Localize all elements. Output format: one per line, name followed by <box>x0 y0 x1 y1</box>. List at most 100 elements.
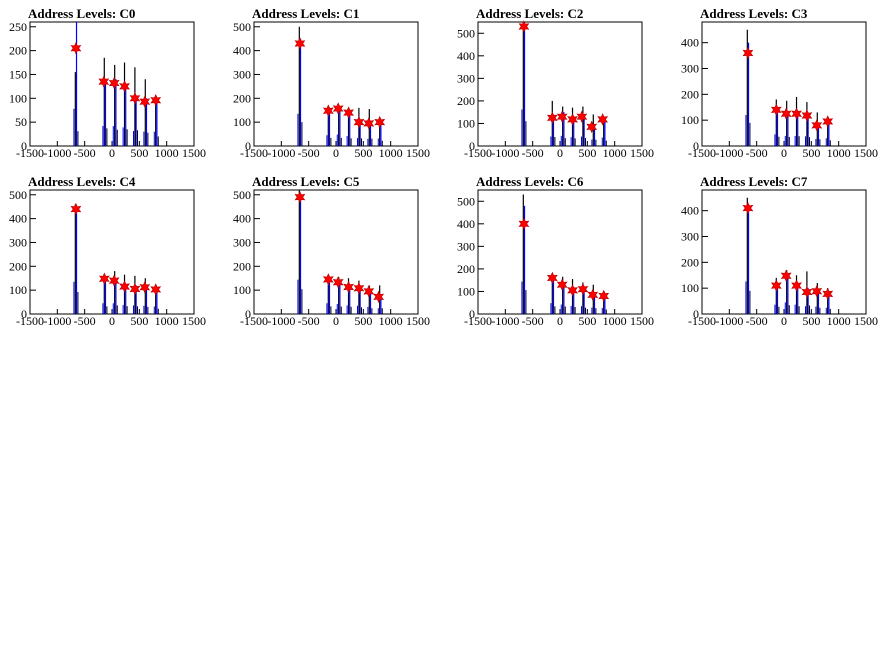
x-tick-label: -1000 <box>491 146 519 160</box>
y-tick-label: 100 <box>681 281 699 295</box>
x-tick-label: -1500 <box>16 314 44 328</box>
peak-marker <box>294 37 306 50</box>
chart-title: Address Levels: C7 <box>700 174 808 189</box>
peak-marker <box>576 110 588 123</box>
x-tick-label: 0 <box>781 146 787 160</box>
x-tick-label: -1000 <box>491 314 519 328</box>
chart-title: Address Levels: C5 <box>252 174 360 189</box>
x-tick-label: 1500 <box>854 146 878 160</box>
peak-marker <box>108 76 120 90</box>
y-tick-label: 200 <box>457 94 475 108</box>
x-tick-label: -500 <box>74 146 96 160</box>
x-tick-label: -1500 <box>240 146 268 160</box>
y-tick-label: 0 <box>245 139 251 153</box>
peak-marker <box>770 279 782 292</box>
x-tick-label: -1500 <box>16 146 44 160</box>
y-tick-label: 300 <box>457 71 475 85</box>
y-tick-label: 0 <box>21 139 27 153</box>
x-tick-label: -500 <box>746 314 768 328</box>
plot-frame <box>701 189 867 315</box>
peak-marker <box>332 276 344 289</box>
x-tick-label: 0 <box>557 146 563 160</box>
x-tick-label: 1000 <box>827 314 851 328</box>
x-tick-label: -1000 <box>43 146 71 160</box>
y-tick-label: 400 <box>681 204 699 218</box>
peak-marker <box>791 279 802 292</box>
peak-marker <box>587 288 599 302</box>
y-tick-label: 250 <box>9 20 27 34</box>
y-tick-label: 200 <box>233 259 251 273</box>
y-tick-label: 200 <box>457 262 475 276</box>
x-tick-label: 500 <box>578 146 596 160</box>
x-tick-label: 500 <box>578 314 596 328</box>
x-tick-label: 500 <box>354 314 372 328</box>
y-tick-label: 150 <box>9 67 27 81</box>
peak-marker <box>822 115 834 128</box>
peak-marker <box>374 115 386 129</box>
x-tick-label: 1500 <box>406 314 430 328</box>
y-tick-label: 0 <box>693 139 699 153</box>
peak-marker <box>119 280 130 293</box>
y-tick-label: 500 <box>233 188 251 202</box>
y-tick-label: 100 <box>233 283 251 297</box>
peak-marker <box>129 92 141 105</box>
chart-panel: Address Levels: C20100200300400500-1500-… <box>457 6 654 160</box>
x-tick-label: -1500 <box>688 314 716 328</box>
plot-frame <box>701 21 867 147</box>
chart-title: Address Levels: C6 <box>476 174 584 189</box>
peak-marker <box>577 282 589 296</box>
peak-marker <box>332 102 344 115</box>
x-tick-label: -1500 <box>464 146 492 160</box>
y-tick-label: 200 <box>681 87 699 101</box>
y-tick-label: 300 <box>233 67 251 81</box>
peak-marker <box>150 283 162 296</box>
peak-marker <box>373 290 385 304</box>
peak-marker <box>742 46 754 60</box>
x-tick-label: -500 <box>746 146 768 160</box>
x-tick-label: -500 <box>522 146 544 160</box>
x-tick-label: -500 <box>522 314 544 328</box>
peak-marker <box>597 113 609 126</box>
x-tick-label: 1000 <box>155 314 179 328</box>
y-tick-label: 200 <box>233 91 251 105</box>
peak-marker <box>139 95 151 108</box>
x-tick-label: 0 <box>333 146 339 160</box>
x-tick-label: -1000 <box>43 314 71 328</box>
x-tick-label: -1000 <box>715 146 743 160</box>
peak-marker <box>801 109 813 122</box>
x-tick-label: 0 <box>781 314 787 328</box>
y-tick-label: 0 <box>693 307 699 321</box>
chart-panel: Address Levels: C7 0 100 200 300 400 -1500 -100… <box>681 174 878 328</box>
peak-marker <box>770 103 782 117</box>
chart-title: Address Levels: C1 <box>252 6 359 21</box>
x-tick-label: 1500 <box>630 314 654 328</box>
x-tick-label: -1000 <box>715 314 743 328</box>
peak-marker <box>780 269 792 282</box>
peak-marker <box>742 201 754 215</box>
chart-title: Address Levels: C4 <box>28 174 136 189</box>
x-tick-label: 500 <box>802 314 820 328</box>
x-tick-label: 1500 <box>630 146 654 160</box>
chart-panel: Address Levels: C0 0 50 100 150 200 250 -1500 -1… <box>9 6 206 160</box>
peak-marker <box>556 278 568 291</box>
peak-marker <box>98 272 110 285</box>
y-tick-label: 300 <box>681 230 699 244</box>
chart-panel: Address Levels: C60100200300400500-1500-… <box>457 174 654 328</box>
peak-marker <box>322 104 334 117</box>
chart-title: Address Levels: C2 <box>476 6 583 21</box>
plot-frame <box>29 189 195 315</box>
y-tick-label: 200 <box>681 255 699 269</box>
y-tick-label: 100 <box>9 91 27 105</box>
peak-marker <box>343 280 354 294</box>
peak-marker <box>353 282 365 295</box>
y-tick-label: 200 <box>9 44 27 58</box>
y-tick-label: 0 <box>469 139 475 153</box>
chart-panel: Address Levels: C50100200300400500-1500-… <box>233 174 430 328</box>
y-tick-label: 0 <box>469 307 475 321</box>
y-tick-label: 400 <box>681 36 699 50</box>
peak-marker <box>780 107 792 120</box>
y-tick-label: 300 <box>681 62 699 76</box>
peak-marker <box>567 284 578 297</box>
y-tick-label: 400 <box>457 49 475 63</box>
peak-marker <box>801 285 813 299</box>
